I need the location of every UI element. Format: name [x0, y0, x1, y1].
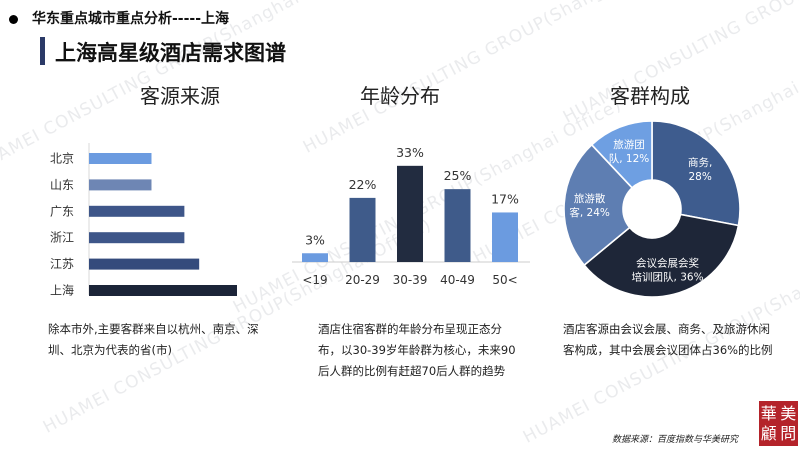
source-category-label: 江苏	[50, 257, 74, 271]
age-tick-label: 20-29	[345, 273, 380, 287]
segment-label: 培训团队, 36%	[632, 271, 704, 284]
company-logo: 華 美 顧 問	[759, 401, 798, 446]
section-title-age: 年龄分布	[360, 84, 440, 108]
segment-slice	[583, 213, 740, 298]
source-category-label: 山东	[50, 178, 74, 192]
segment-label: 商务,	[688, 156, 712, 169]
age-tick-label: 30-39	[393, 273, 428, 287]
source-bar	[89, 258, 200, 270]
logo-char: 美	[780, 403, 797, 423]
logo-char: 華	[760, 403, 777, 423]
source-category-label: 北京	[50, 152, 74, 166]
age-data-label: 3%	[305, 232, 325, 247]
age-data-label: 17%	[491, 191, 519, 206]
source-category-label: 浙江	[50, 231, 74, 245]
section-title-source: 客源来源	[140, 84, 220, 108]
page-title: 上海高星级酒店需求图谱	[55, 41, 286, 65]
description-age: 酒店住宿客群的年龄分布呈现正态分布，以30-39岁年龄群为核心，未来90后人群的…	[318, 322, 516, 378]
section-title-segment: 客群构成	[610, 84, 690, 108]
segment-label: 客, 24%	[569, 206, 610, 219]
source-bar	[89, 232, 185, 244]
segment-label: 会议会展会奖	[636, 257, 699, 270]
segment-label: 旅游散	[574, 192, 606, 205]
header-bullet-icon	[9, 15, 18, 24]
source-category-label: 广东	[50, 204, 74, 218]
age-bar	[492, 212, 518, 262]
header-text: 华东重点城市重点分析-----上海	[32, 11, 230, 27]
logo-char: 顧	[760, 423, 777, 443]
source-bar	[89, 153, 152, 164]
age-data-label: 25%	[444, 168, 472, 183]
age-bar	[302, 253, 328, 262]
footer-source: 数据来源：百度指数与华美研究	[612, 435, 739, 445]
age-bar	[444, 189, 471, 262]
logo-char: 問	[780, 423, 797, 443]
segment-label: 队, 12%	[609, 152, 650, 165]
age-bar	[397, 165, 423, 262]
source-bar	[89, 179, 152, 191]
title-accent-bar	[40, 37, 45, 65]
source-category-label: 上海	[50, 283, 74, 298]
age-tick-label: 40-49	[440, 273, 475, 287]
segment-slice	[590, 120, 653, 189]
age-bar	[349, 197, 376, 262]
source-bar	[89, 205, 185, 217]
age-data-label: 22%	[349, 177, 377, 192]
age-tick-label: <19	[302, 273, 327, 287]
description-segment: 酒店客源由会议会展、商务、及旅游休闲客构成，其中会展会议团体占36%的比例	[563, 322, 773, 357]
age-data-label: 33%	[396, 145, 424, 160]
segment-slice	[563, 143, 634, 267]
source-bar	[89, 285, 237, 296]
description-source: 除本市外,主要客群来自以杭州、南京、深圳、北京为代表的省(市)	[48, 322, 259, 357]
age-tick-label: 50<	[492, 273, 517, 287]
segment-label: 旅游团	[613, 138, 645, 151]
segment-slice	[651, 120, 741, 227]
segment-label: 28%	[688, 171, 711, 183]
